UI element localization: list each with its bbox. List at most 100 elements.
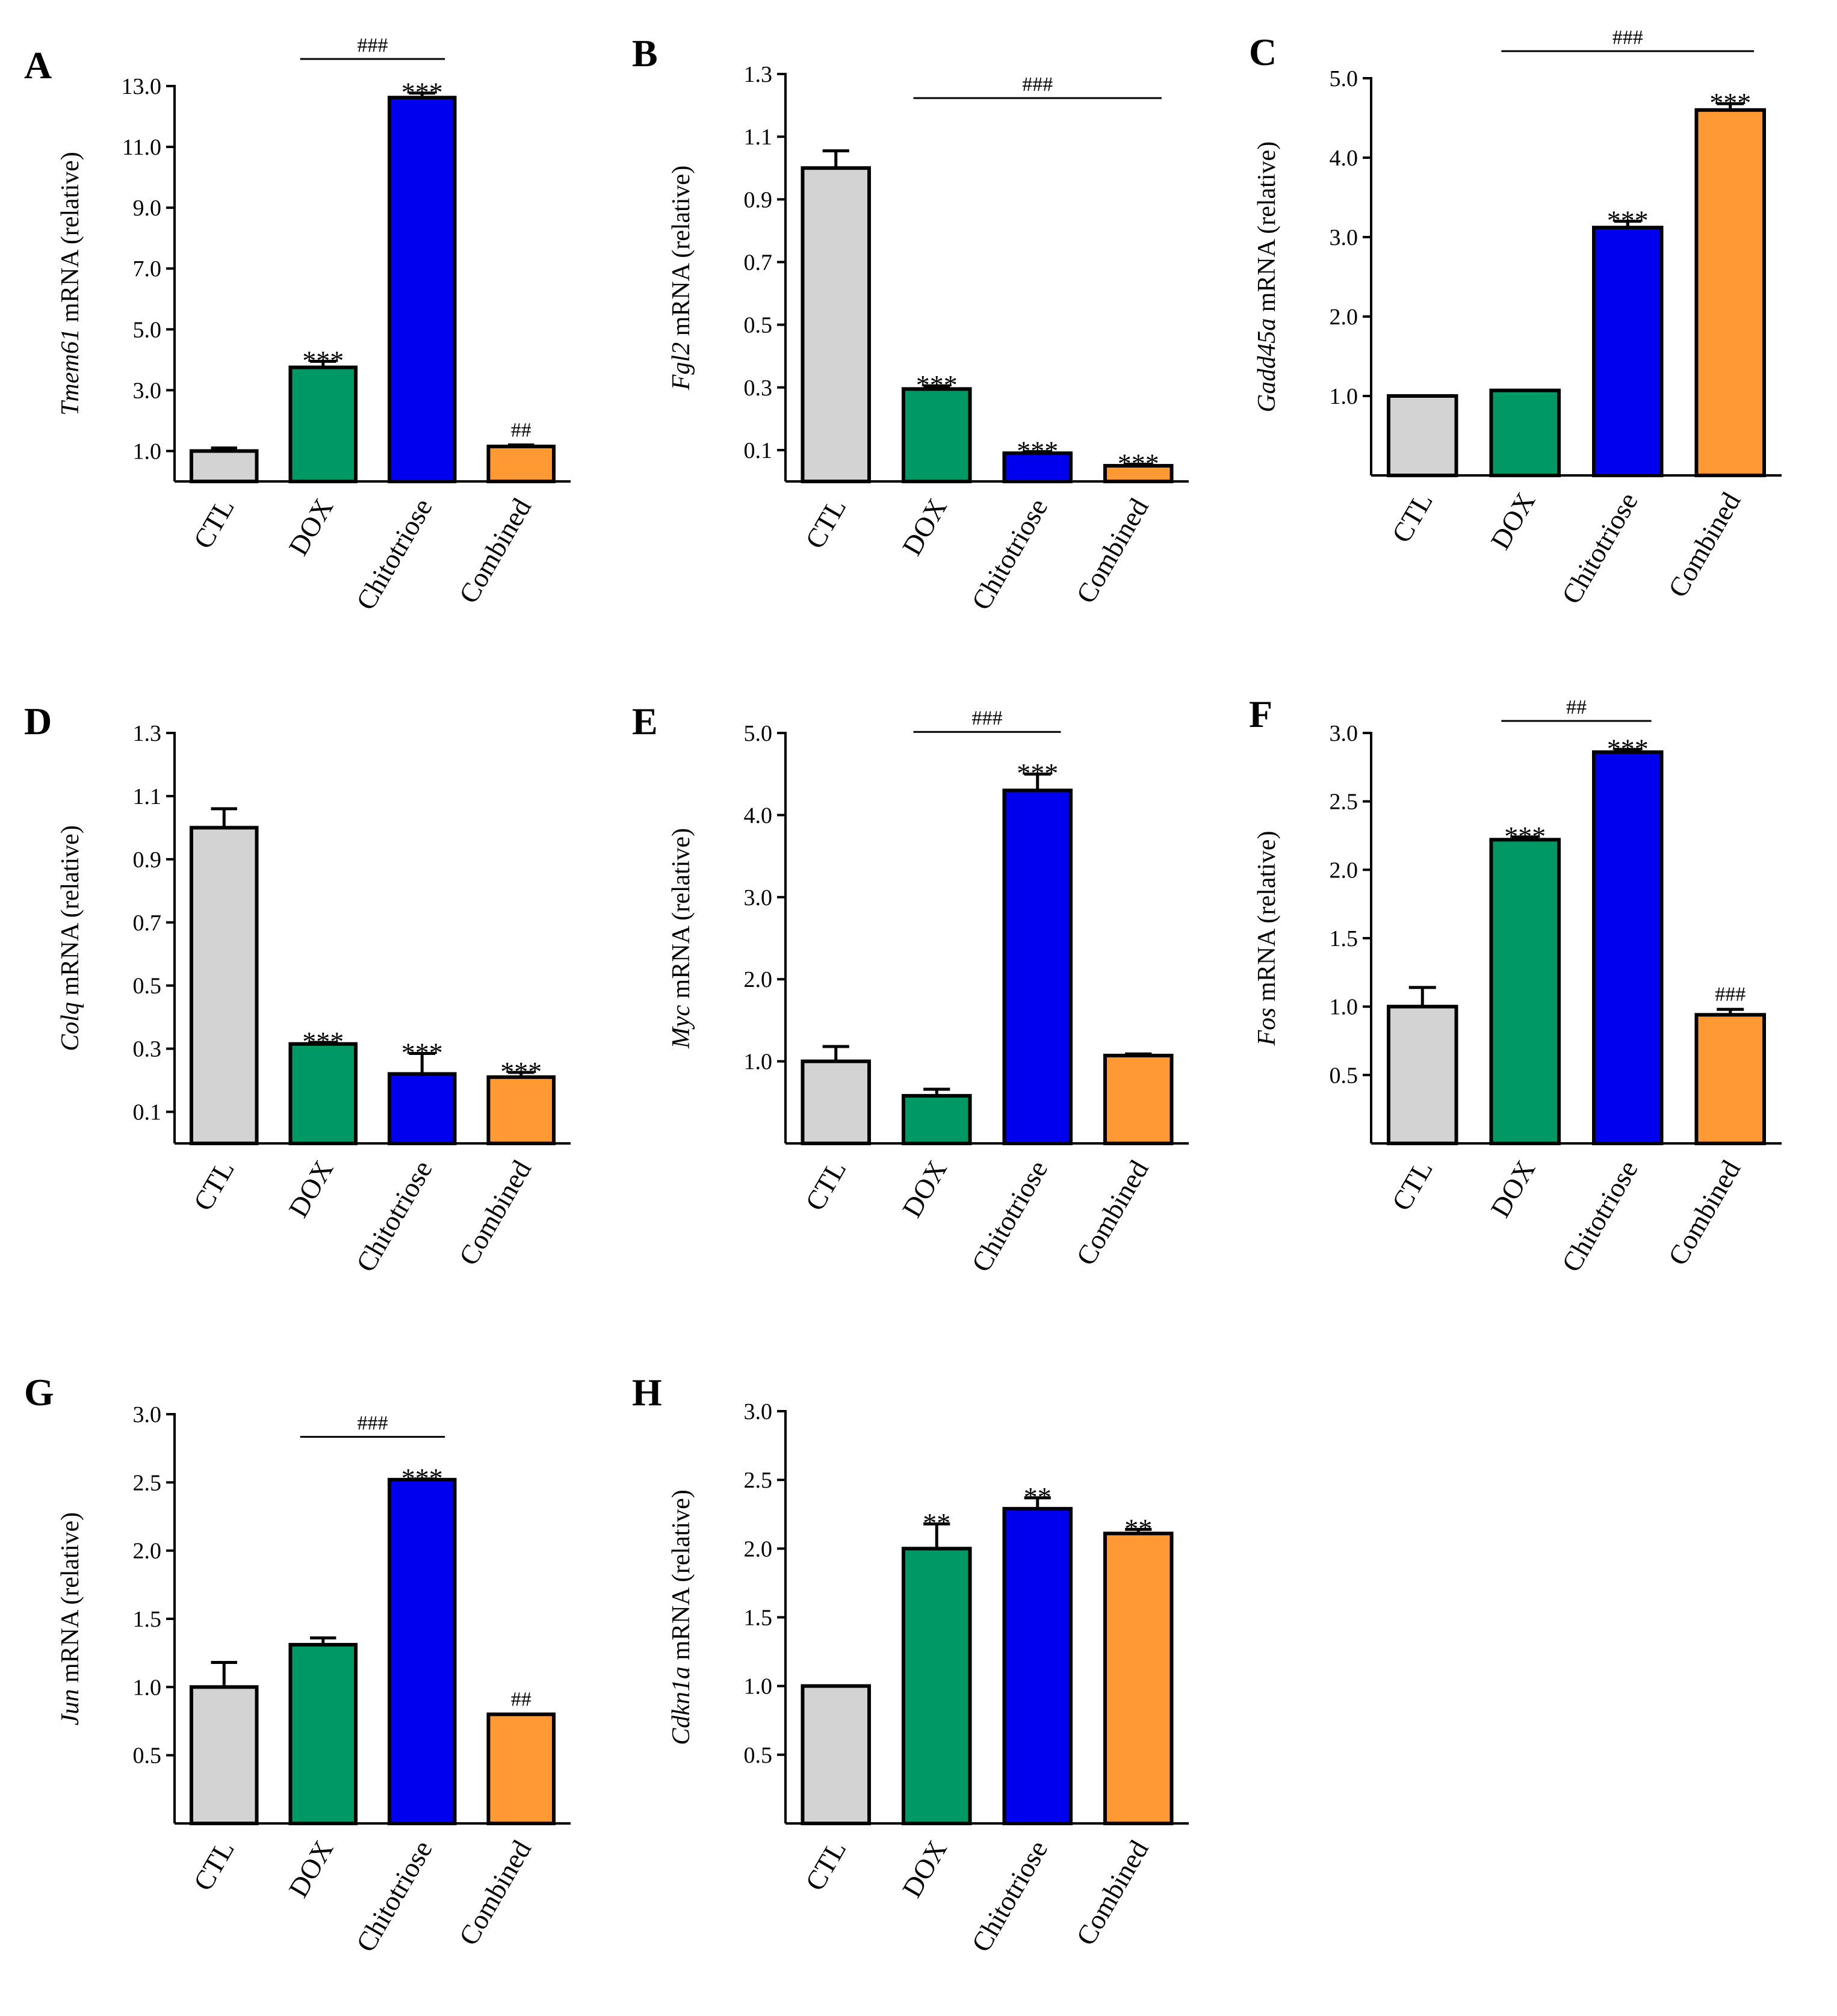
y-tick-label: 4.0 (1330, 146, 1358, 171)
y-tick-label: 0.9 (744, 187, 773, 212)
y-tick-label: 1.5 (1330, 926, 1358, 951)
x-tick-label: Chitotriose (965, 493, 1053, 616)
bar-dox (901, 387, 972, 483)
x-tick-label: DOX (282, 1835, 339, 1903)
panel-d: D 0.1 0.3 0.5 0.7 0.9 1.1 1.3 Colq mRNA (relativ… (24, 700, 571, 1277)
y-tick-label: 0.3 (133, 1037, 162, 1062)
significance-label: *** (916, 369, 958, 400)
comparison-label: ### (358, 1412, 388, 1435)
panel-letter: G (24, 1371, 54, 1414)
bar-dox (901, 1093, 972, 1145)
y-tick-label: 1.0 (133, 439, 162, 464)
y-axis-suffix: mRNA (relative) (57, 152, 84, 329)
bar-dox (1489, 388, 1561, 478)
bar-combined (1103, 1054, 1174, 1145)
y-axis-gene: Gadd45a (1253, 318, 1281, 412)
y-axis-suffix: mRNA (relative) (668, 1489, 695, 1666)
x-tick-label: Combined (453, 1155, 537, 1270)
y-tick-label: 3.0 (744, 885, 773, 911)
y-tick-label: 0.5 (1330, 1063, 1358, 1088)
x-tick-label: DOX (896, 1835, 953, 1903)
x-tick-label: Combined (1070, 1835, 1154, 1950)
bar-combined (486, 444, 556, 484)
x-tick-label: Combined (453, 1835, 537, 1950)
y-tick-label: 1.0 (1330, 384, 1358, 409)
significance-label: ## (511, 1689, 531, 1711)
y-tick-label: 0.9 (133, 847, 162, 873)
significance-label: *** (1017, 436, 1058, 466)
y-tick-label: 0.5 (133, 1743, 162, 1769)
y-tick-label: 0.7 (133, 911, 162, 936)
y-tick-label: 2.5 (133, 1470, 162, 1495)
x-tick-label: Chitotriose (350, 493, 438, 616)
x-tick-label: Chitotriose (350, 1155, 438, 1278)
bar-ctl (1386, 394, 1458, 477)
y-axis-gene: Tmem61 (57, 329, 84, 416)
y-tick-label: 2.0 (1330, 858, 1358, 883)
panel-letter: C (1249, 31, 1277, 73)
y-axis-label: Jun mRNA (relative) (57, 1512, 84, 1726)
x-tick-label: Combined (1070, 1155, 1154, 1270)
x-tick-label: CTL (187, 1155, 240, 1216)
y-axis-label: Fos mRNA (relative) (1253, 831, 1281, 1047)
y-tick-label: 2.0 (133, 1539, 162, 1564)
y-tick-label: 1.0 (744, 1674, 773, 1699)
bar-dox (1489, 838, 1561, 1145)
significance-label: *** (1504, 821, 1546, 852)
y-axis-suffix: mRNA (relative) (1253, 141, 1281, 318)
x-tick-label: Combined (1662, 1155, 1746, 1270)
x-tick-label: CTL (1386, 1155, 1439, 1216)
panel-g: G 0.5 1.0 1.5 2.0 2.5 3.0 Jun mRNA (relative) CT… (24, 1371, 571, 1957)
x-tick-label: Chitotriose (965, 1835, 1053, 1958)
x-tick-label: DOX (1484, 487, 1541, 555)
bar-combined (1103, 1532, 1174, 1825)
bar-combined (486, 1712, 556, 1826)
x-tick-label: Combined (1662, 487, 1746, 602)
bar-dox (288, 1042, 358, 1145)
significance-label: *** (1118, 448, 1159, 478)
significance-label: ** (923, 1507, 950, 1538)
panel-letter: B (632, 32, 658, 75)
y-tick-label: 1.0 (1330, 995, 1358, 1020)
y-tick-label: 2.0 (744, 967, 773, 992)
y-tick-label: 1.0 (133, 1675, 162, 1700)
y-tick-label: 5.0 (1330, 66, 1358, 91)
bar-combined (486, 1075, 556, 1146)
significance-label: *** (401, 77, 443, 108)
y-axis-label: Myc mRNA (relative) (668, 828, 695, 1049)
y-tick-label: 2.5 (744, 1468, 773, 1493)
y-tick-label: 5.0 (744, 721, 773, 746)
x-tick-label: DOX (282, 493, 339, 561)
panel-letter: E (632, 700, 658, 743)
y-tick-label: 0.7 (744, 250, 773, 275)
y-axis-suffix: mRNA (relative) (668, 828, 695, 1005)
y-tick-label: 5.0 (133, 317, 162, 342)
significance-label: *** (1607, 205, 1649, 236)
bar-chitotriose (1002, 788, 1073, 1145)
panel-e: E 1.0 2.0 3.0 4.0 5.0 Myc mRNA (relative) CTL DO… (632, 700, 1189, 1277)
y-tick-label: 3.0 (1330, 721, 1358, 746)
significance-label: *** (500, 1056, 542, 1087)
y-tick-label: 9.0 (133, 196, 162, 221)
x-tick-label: DOX (282, 1155, 339, 1223)
y-axis-label: Tmem61 mRNA (relative) (57, 152, 84, 416)
y-axis-label: Fgl2 mRNA (relative) (668, 165, 695, 391)
significance-label: *** (1017, 758, 1058, 788)
bar-chitotriose (1591, 750, 1664, 1145)
significance-label: ** (1124, 1513, 1152, 1544)
y-tick-label: 0.5 (744, 313, 773, 338)
y-tick-label: 1.5 (744, 1606, 773, 1631)
bar-ctl (801, 1684, 872, 1826)
y-axis-gene: Fgl2 (668, 342, 695, 391)
comparison-label: ### (1612, 26, 1643, 49)
comparison-label: ### (972, 707, 1003, 729)
y-tick-label: 7.0 (133, 256, 162, 282)
y-tick-label: 0.3 (744, 376, 773, 401)
bar-ctl (189, 1685, 259, 1825)
x-tick-label: DOX (896, 1155, 953, 1223)
x-tick-label: Combined (453, 493, 537, 608)
y-axis-gene: Cdkn1a (668, 1666, 695, 1745)
y-tick-label: 1.0 (744, 1050, 773, 1075)
y-tick-label: 1.1 (744, 125, 773, 150)
